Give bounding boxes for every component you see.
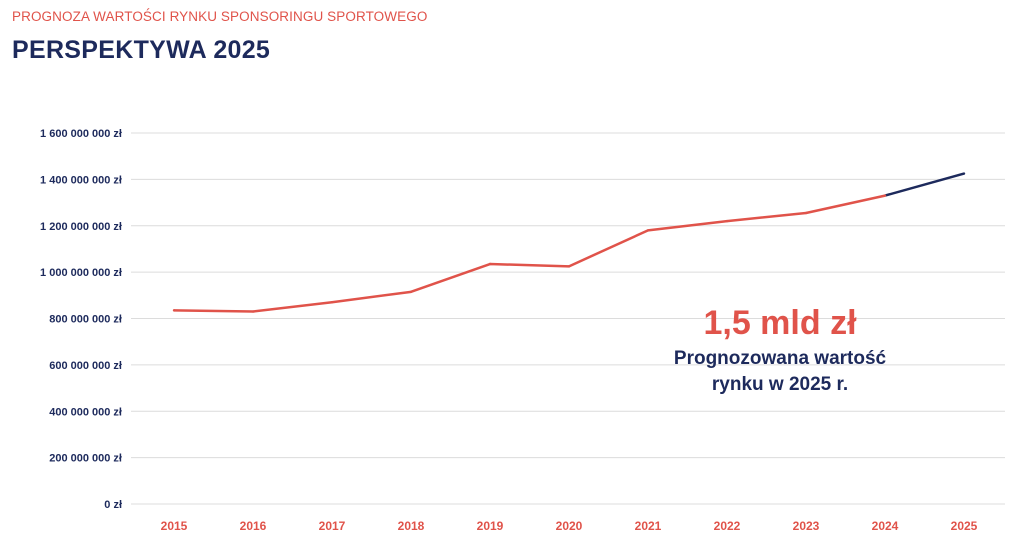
series-lines [173,172,965,313]
y-axis-ticks: 0 zł 200 000 000 zł 400 000 000 zł 600 000 … [40,128,122,511]
y-tick-label: 600 000 000 zł [49,360,122,372]
x-tick-label: 2017 [319,519,346,533]
y-tick-label: 800 000 000 zł [49,314,122,326]
data-point [330,301,334,304]
x-tick-label: 2022 [714,519,741,533]
data-point [646,229,650,232]
x-tick-label: 2023 [793,519,820,533]
data-point [251,310,255,313]
x-tick-label: 2020 [556,519,583,533]
y-tick-label: 1 200 000 000 zł [40,221,122,233]
y-tick-label: 0 zł [104,499,122,511]
chart-title: PERSPEKTYWA 2025 [12,36,271,64]
y-tick-label: 1 400 000 000 zł [40,174,122,186]
data-point [725,219,729,223]
x-tick-label: 2018 [398,519,425,533]
data-point [409,290,413,294]
y-tick-label: 200 000 000 zł [49,453,122,465]
callout-value: 1,5 mld zł [703,304,857,342]
y-tick-label: 1 000 000 000 zł [40,267,122,279]
series-line-forecast [884,172,965,197]
data-point [488,262,492,266]
data-point [804,211,808,215]
x-tick-label: 2021 [635,519,662,533]
callout-line-2: rynku w 2025 r. [712,374,848,395]
data-points [172,172,966,313]
data-point [567,265,571,268]
chart-subtitle: PROGNOZA WARTOŚCI RYNKU SPONSORINGU SPOR… [12,9,428,24]
x-tick-label: 2019 [477,519,504,533]
y-tick-label: 400 000 000 zł [49,406,122,418]
data-point [883,194,887,197]
x-tick-label: 2024 [872,519,899,533]
grid-lines [131,132,1005,505]
x-tick-label: 2025 [951,519,978,533]
callout-line-1: Prognozowana wartość [674,348,887,369]
x-axis-ticks: 2015 2016 2017 2018 2019 2020 2021 2022 2023 2024… [161,519,978,533]
x-tick-label: 2015 [161,519,188,533]
data-point [172,309,176,312]
callout: 1,5 mld zł Prognozowana wartość rynku w … [674,304,887,395]
data-point [962,172,966,175]
y-tick-label: 1 600 000 000 zł [40,128,122,140]
series-line-actual [173,194,886,313]
x-tick-label: 2016 [240,519,267,533]
